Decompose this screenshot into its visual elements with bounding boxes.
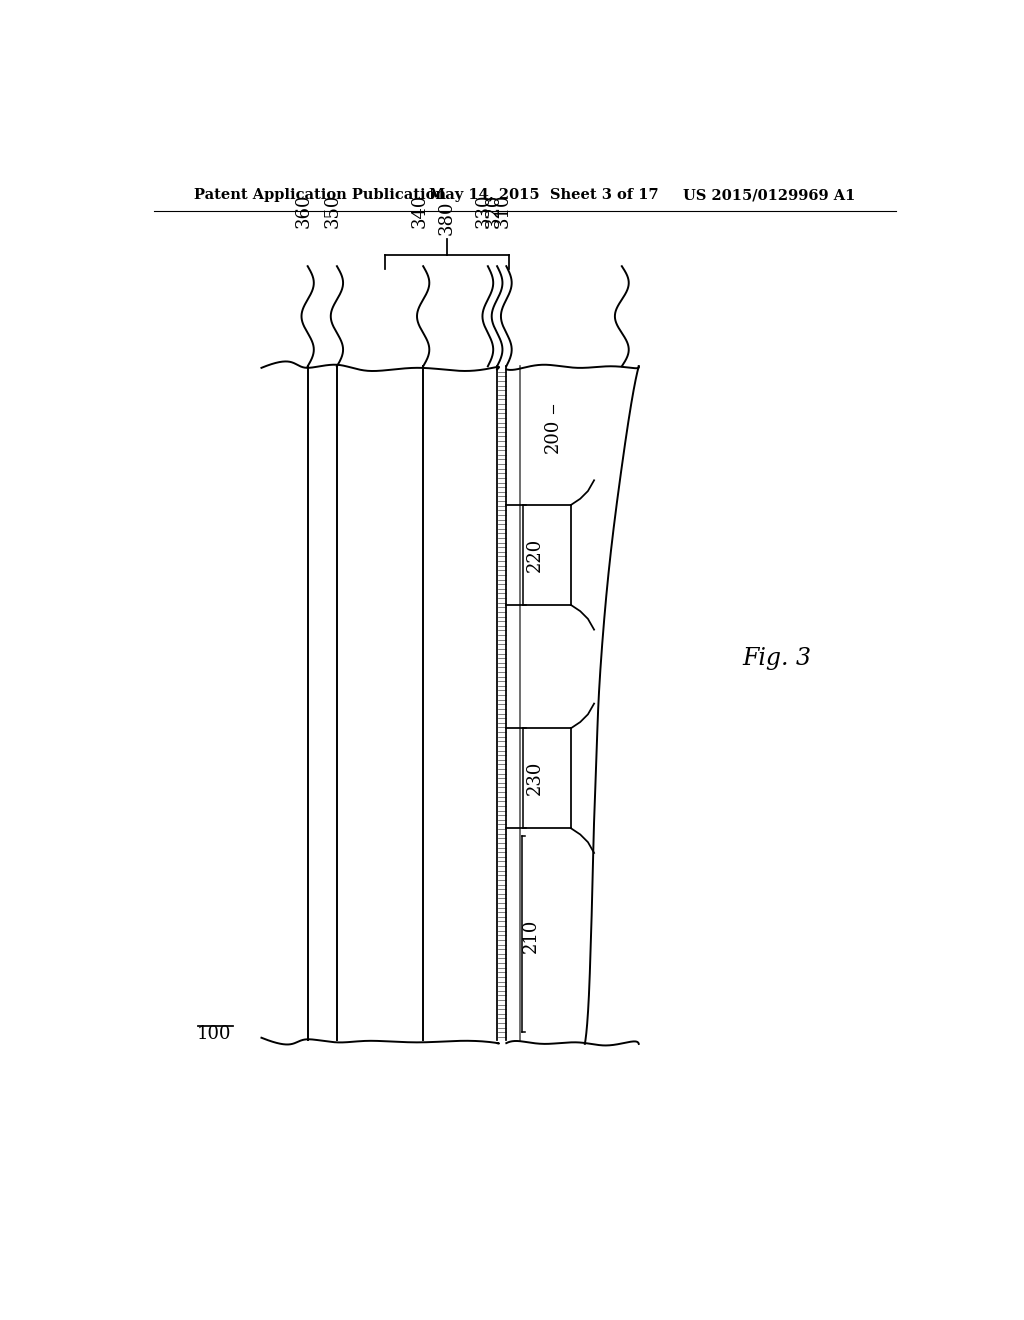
Text: 320: 320 bbox=[484, 193, 502, 227]
Text: 310: 310 bbox=[494, 193, 511, 227]
Text: 340: 340 bbox=[411, 193, 428, 227]
Text: 330: 330 bbox=[475, 193, 493, 227]
Text: May 14, 2015  Sheet 3 of 17: May 14, 2015 Sheet 3 of 17 bbox=[429, 189, 659, 202]
Text: US 2015/0129969 A1: US 2015/0129969 A1 bbox=[683, 189, 856, 202]
Text: 220: 220 bbox=[525, 537, 544, 572]
Text: 210: 210 bbox=[522, 919, 540, 953]
Text: 380: 380 bbox=[438, 201, 456, 235]
Text: 360: 360 bbox=[295, 193, 312, 227]
Text: 200: 200 bbox=[544, 418, 561, 453]
Text: 230: 230 bbox=[525, 762, 544, 796]
Text: 100: 100 bbox=[197, 1024, 231, 1043]
Text: Patent Application Publication: Patent Application Publication bbox=[194, 189, 445, 202]
Text: Fig. 3: Fig. 3 bbox=[742, 647, 812, 671]
Text: 350: 350 bbox=[324, 193, 342, 227]
